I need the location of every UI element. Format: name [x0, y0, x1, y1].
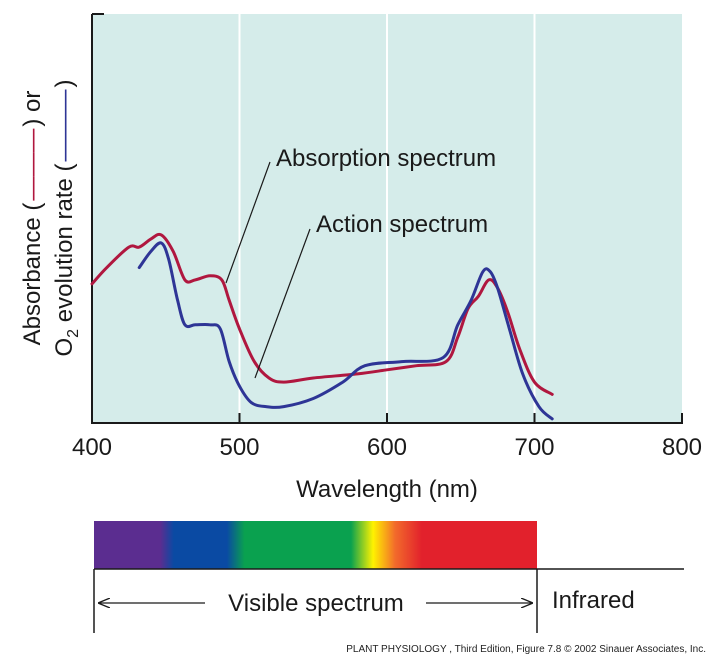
x-tick-label-700: 700: [514, 434, 554, 461]
x-axis-title: Wavelength (nm): [296, 476, 478, 503]
y-title-line1-prefix: Absorbance (: [19, 203, 46, 346]
y-title-line1-suffix: ) or: [19, 91, 46, 127]
action-spectrum-label: Action spectrum: [316, 211, 488, 238]
visible-spectrum-label: Visible spectrum: [228, 590, 404, 617]
action-spectrum-line: [137, 241, 554, 421]
x-tick-label-800: 800: [662, 434, 702, 461]
absorbance-legend-dash: ———: [19, 129, 46, 201]
y-title-line2-prefix: O: [51, 338, 78, 357]
y-title-line2-suffix: ): [51, 80, 78, 88]
y-title-line2-mid: evolution rate (: [51, 163, 78, 328]
absorption-spectrum-line: [90, 232, 554, 396]
gridlines: [238, 14, 536, 423]
y-title-subscript: 2: [65, 329, 82, 338]
figure-credit: PLANT PHYSIOLOGY , Third Edition, Figure…: [346, 644, 706, 655]
svg-text:Absorbance (———) or: Absorbance (———) or: [19, 91, 46, 346]
x-ticks: 400 500 600 700 800: [72, 413, 702, 461]
action-leader-line: [254, 228, 311, 379]
svg-text:O2 evolution rate (———): O2 evolution rate (———): [51, 80, 82, 357]
series-layer: [90, 232, 554, 421]
absorption-spectrum-label: Absorption spectrum: [276, 145, 496, 172]
infrared-label: Infrared: [552, 587, 635, 614]
x-tick-label-600: 600: [367, 434, 407, 461]
x-tick-label-500: 500: [219, 434, 259, 461]
x-tick-label-400: 400: [72, 434, 112, 461]
visible-spectrum-bar: [94, 521, 537, 569]
y-axis-title: Absorbance (———) or O2 evolution rate (—…: [19, 80, 82, 357]
o2-legend-dash: ———: [51, 90, 78, 162]
absorption-leader-line: [225, 161, 271, 284]
